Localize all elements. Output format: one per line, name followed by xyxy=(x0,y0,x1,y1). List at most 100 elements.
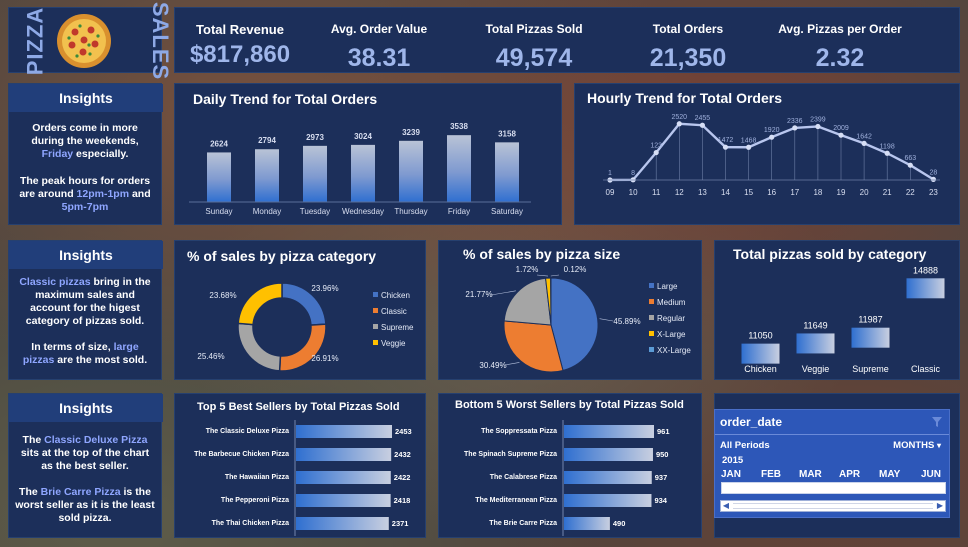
kpi-value: 21,350 xyxy=(649,44,727,72)
hourly-trend-chart: 1098101231125201224551314721414681519201… xyxy=(603,114,940,197)
legend-label: X-Large xyxy=(657,330,686,339)
scroll-thumb[interactable] xyxy=(733,503,933,509)
legend-swatch xyxy=(649,299,654,304)
legend-label: Veggie xyxy=(381,339,406,348)
slicer-month-mar[interactable]: MAR xyxy=(799,469,822,480)
insight-highlight: 12pm-1pm xyxy=(76,188,130,200)
tick-label: 19 xyxy=(837,188,846,197)
data-label: 1198 xyxy=(880,143,895,150)
tick-label: 23 xyxy=(929,188,938,197)
insight-highlight: 5pm-7pm xyxy=(61,201,109,213)
bar-sunday xyxy=(207,152,231,202)
slicer-month-apr[interactable]: APR xyxy=(839,469,861,480)
data-point xyxy=(769,134,775,140)
logo-panel: PIZZA SALES xyxy=(8,2,173,80)
data-label: 11649 xyxy=(803,320,827,330)
tick-label: 10 xyxy=(629,188,638,197)
leader-line xyxy=(599,318,614,322)
bar xyxy=(564,494,652,507)
legend-label: Chicken xyxy=(381,291,410,300)
order-date-slicer[interactable]: order_date All Periods MONTHS ▾ 2015 ◀ ▶ xyxy=(714,409,950,518)
slicer-scrollbar[interactable]: ◀ ▶ xyxy=(720,500,946,512)
tick-label: 21 xyxy=(883,188,892,197)
insight-text: especially. xyxy=(76,148,129,160)
tick-label: The Pepperoni Pizza xyxy=(221,497,289,504)
kpi-label: Total Pizzas Sold xyxy=(485,22,583,36)
legend-swatch xyxy=(649,315,654,320)
legend-swatch xyxy=(373,308,378,313)
chart-title: % of sales by pizza size xyxy=(463,246,621,262)
insights-panel-1: Insights Orders come in more during the … xyxy=(8,83,163,225)
data-label: 2453 xyxy=(395,427,412,436)
data-label: 2399 xyxy=(810,116,826,123)
tick-label: Monday xyxy=(253,207,281,216)
bar xyxy=(296,517,389,530)
data-label: 3239 xyxy=(402,128,420,137)
tick-label: The Mediterranean Pizza xyxy=(475,497,557,504)
tick-label: The Spinach Supreme Pizza xyxy=(464,451,557,458)
data-point xyxy=(907,162,913,168)
bar xyxy=(296,448,392,461)
slice-classic xyxy=(278,323,327,372)
size-pie-chart: 45.89% Large 30.49% Medium 21.77% Regular 1.72… xyxy=(465,265,691,373)
data-label: 28 xyxy=(930,169,938,176)
insight-highlight: Friday xyxy=(41,148,74,160)
kpi-panel: Total Revenue $817,860 Avg. Order Value … xyxy=(174,7,960,73)
slicer-month-jun[interactable]: JUN xyxy=(921,469,942,480)
tick-label: The Barbecue Chicken Pizza xyxy=(194,451,289,458)
tick-label: The Brie Carre Pizza xyxy=(489,520,557,527)
pizzas-by-category-chart: 11050 Chicken 11649 Veggie 11987 Supreme 14888… xyxy=(741,265,945,374)
tick-label: The Calabrese Pizza xyxy=(490,474,557,481)
chart-title: % of sales by pizza category xyxy=(187,248,377,264)
data-label: 8 xyxy=(631,170,635,177)
insight-text: bring in the maximum sales and account f… xyxy=(25,276,151,327)
data-label: 2009 xyxy=(833,125,849,132)
kpi-label: Avg. Order Value xyxy=(330,22,428,36)
legend-swatch xyxy=(373,324,378,329)
slicer-timeline-bar[interactable] xyxy=(721,482,946,494)
legend-label: Supreme xyxy=(381,323,414,332)
data-label: 1472 xyxy=(718,137,734,144)
data-label: 1 xyxy=(608,170,612,177)
chart-title: Bottom 5 Worst Sellers by Total Pizzas S… xyxy=(455,399,684,411)
slice-medium xyxy=(503,320,564,373)
bar xyxy=(564,448,653,461)
insight-highlight: Classic pizzas xyxy=(19,276,91,288)
data-label: 1468 xyxy=(741,137,757,144)
chart-title: Daily Trend for Total Orders xyxy=(193,91,378,107)
slicer-month-jan[interactable]: JAN xyxy=(721,469,742,480)
data-label: 3024 xyxy=(354,132,372,141)
chart-title: Hourly Trend for Total Orders xyxy=(587,90,782,106)
slicer-level-dropdown[interactable]: MONTHS ▾ xyxy=(893,440,941,451)
tick-label: Thursday xyxy=(394,207,427,216)
data-label: 2422 xyxy=(394,473,411,482)
slicer-month-feb[interactable]: FEB xyxy=(761,469,781,480)
tick-label: Saturday xyxy=(491,207,523,216)
category-sales-panel: % of sales by pizza category 23.96% Chick… xyxy=(174,240,426,380)
insights-text-2: The Brie Carre Pizza is the worst seller… xyxy=(15,486,155,525)
data-label: 23.96% xyxy=(311,284,338,293)
kpi-value: $817,860 xyxy=(189,41,291,68)
tick-label: The Thai Chicken Pizza xyxy=(212,520,290,527)
data-label: 2336 xyxy=(787,118,803,125)
kpi-value: 2.32 xyxy=(815,44,865,72)
bar xyxy=(296,425,392,438)
tick-label: 18 xyxy=(813,188,822,197)
bar-monday xyxy=(255,149,279,202)
data-point xyxy=(792,125,798,131)
data-label: 2624 xyxy=(210,139,228,148)
legend-label: Large xyxy=(657,282,678,291)
data-point xyxy=(676,121,682,127)
bar-friday xyxy=(447,135,471,202)
leader-line xyxy=(550,274,560,277)
bar xyxy=(564,517,610,530)
insight-highlight: Brie Carre Pizza xyxy=(40,486,121,498)
filter-icon[interactable] xyxy=(931,416,943,428)
insight-text: sits at the top of the chart as the best… xyxy=(20,447,150,472)
scroll-right-icon[interactable]: ▶ xyxy=(936,501,944,510)
scroll-left-icon[interactable]: ◀ xyxy=(722,501,730,510)
slicer-month-may[interactable]: MAY xyxy=(879,469,901,480)
kpi-total-pizzas-sold: Total Pizzas Sold 49,574 xyxy=(459,8,609,73)
data-label: 1642 xyxy=(856,133,872,140)
tick-label: The Hawaiian Pizza xyxy=(225,474,289,481)
